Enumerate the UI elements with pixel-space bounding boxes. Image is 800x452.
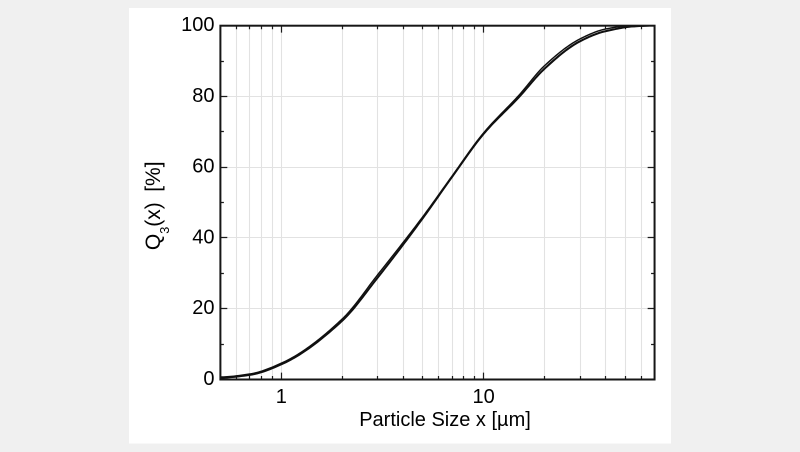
svg-text:100: 100: [181, 14, 214, 36]
svg-text:80: 80: [192, 85, 214, 107]
svg-text:1: 1: [276, 386, 287, 408]
svg-text:Particle Size x [µm]: Particle Size x [µm]: [359, 409, 531, 431]
svg-text:20: 20: [192, 297, 214, 319]
svg-text:60: 60: [192, 156, 214, 178]
svg-text:0: 0: [203, 368, 214, 390]
svg-text:10: 10: [472, 386, 494, 408]
svg-text:40: 40: [192, 226, 214, 248]
